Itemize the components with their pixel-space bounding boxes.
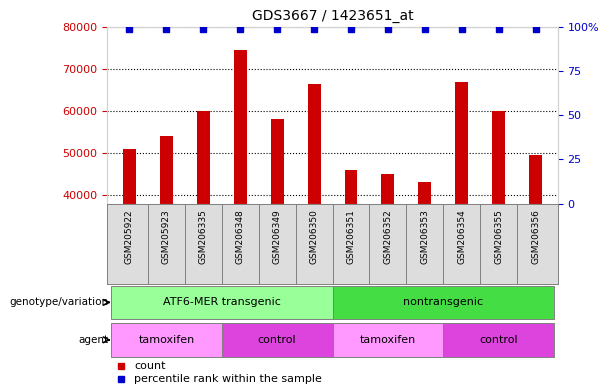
Text: tamoxifen: tamoxifen: [360, 335, 416, 345]
Bar: [111, 323, 222, 357]
Title: GDS3667 / 1423651_at: GDS3667 / 1423651_at: [252, 9, 413, 23]
Bar: [529, 155, 542, 204]
Bar: [111, 286, 333, 319]
Text: GSM206335: GSM206335: [199, 209, 208, 264]
Text: GSM206352: GSM206352: [384, 209, 392, 264]
Text: ATF6-MER transgenic: ATF6-MER transgenic: [163, 297, 281, 308]
Bar: [222, 323, 333, 357]
Text: count: count: [134, 361, 166, 371]
Text: GSM206351: GSM206351: [346, 209, 356, 264]
Text: GSM206356: GSM206356: [531, 209, 540, 264]
Bar: [455, 81, 468, 204]
Text: genotype/variation: genotype/variation: [9, 297, 108, 308]
Text: GSM206348: GSM206348: [236, 209, 245, 264]
Text: agent: agent: [78, 335, 108, 345]
Text: percentile rank within the sample: percentile rank within the sample: [134, 374, 322, 384]
Bar: [333, 323, 443, 357]
Bar: [381, 174, 394, 204]
Bar: [345, 170, 357, 204]
Text: GSM206354: GSM206354: [457, 209, 466, 264]
Bar: [123, 149, 136, 204]
Text: nontransgenic: nontransgenic: [403, 297, 484, 308]
Text: GSM206353: GSM206353: [421, 209, 429, 264]
Bar: [492, 111, 505, 204]
Text: GSM206350: GSM206350: [310, 209, 319, 264]
Text: GSM206355: GSM206355: [494, 209, 503, 264]
Text: control: control: [479, 335, 518, 345]
Bar: [197, 111, 210, 204]
Bar: [160, 136, 173, 204]
Bar: [443, 323, 554, 357]
Bar: [419, 182, 432, 204]
Bar: [308, 84, 321, 204]
Bar: [234, 50, 246, 204]
Bar: [271, 119, 284, 204]
Text: control: control: [258, 335, 297, 345]
Text: tamoxifen: tamoxifen: [139, 335, 194, 345]
Text: GSM205922: GSM205922: [125, 209, 134, 264]
Text: GSM205923: GSM205923: [162, 209, 171, 264]
Text: GSM206349: GSM206349: [273, 209, 281, 264]
Bar: [333, 286, 554, 319]
